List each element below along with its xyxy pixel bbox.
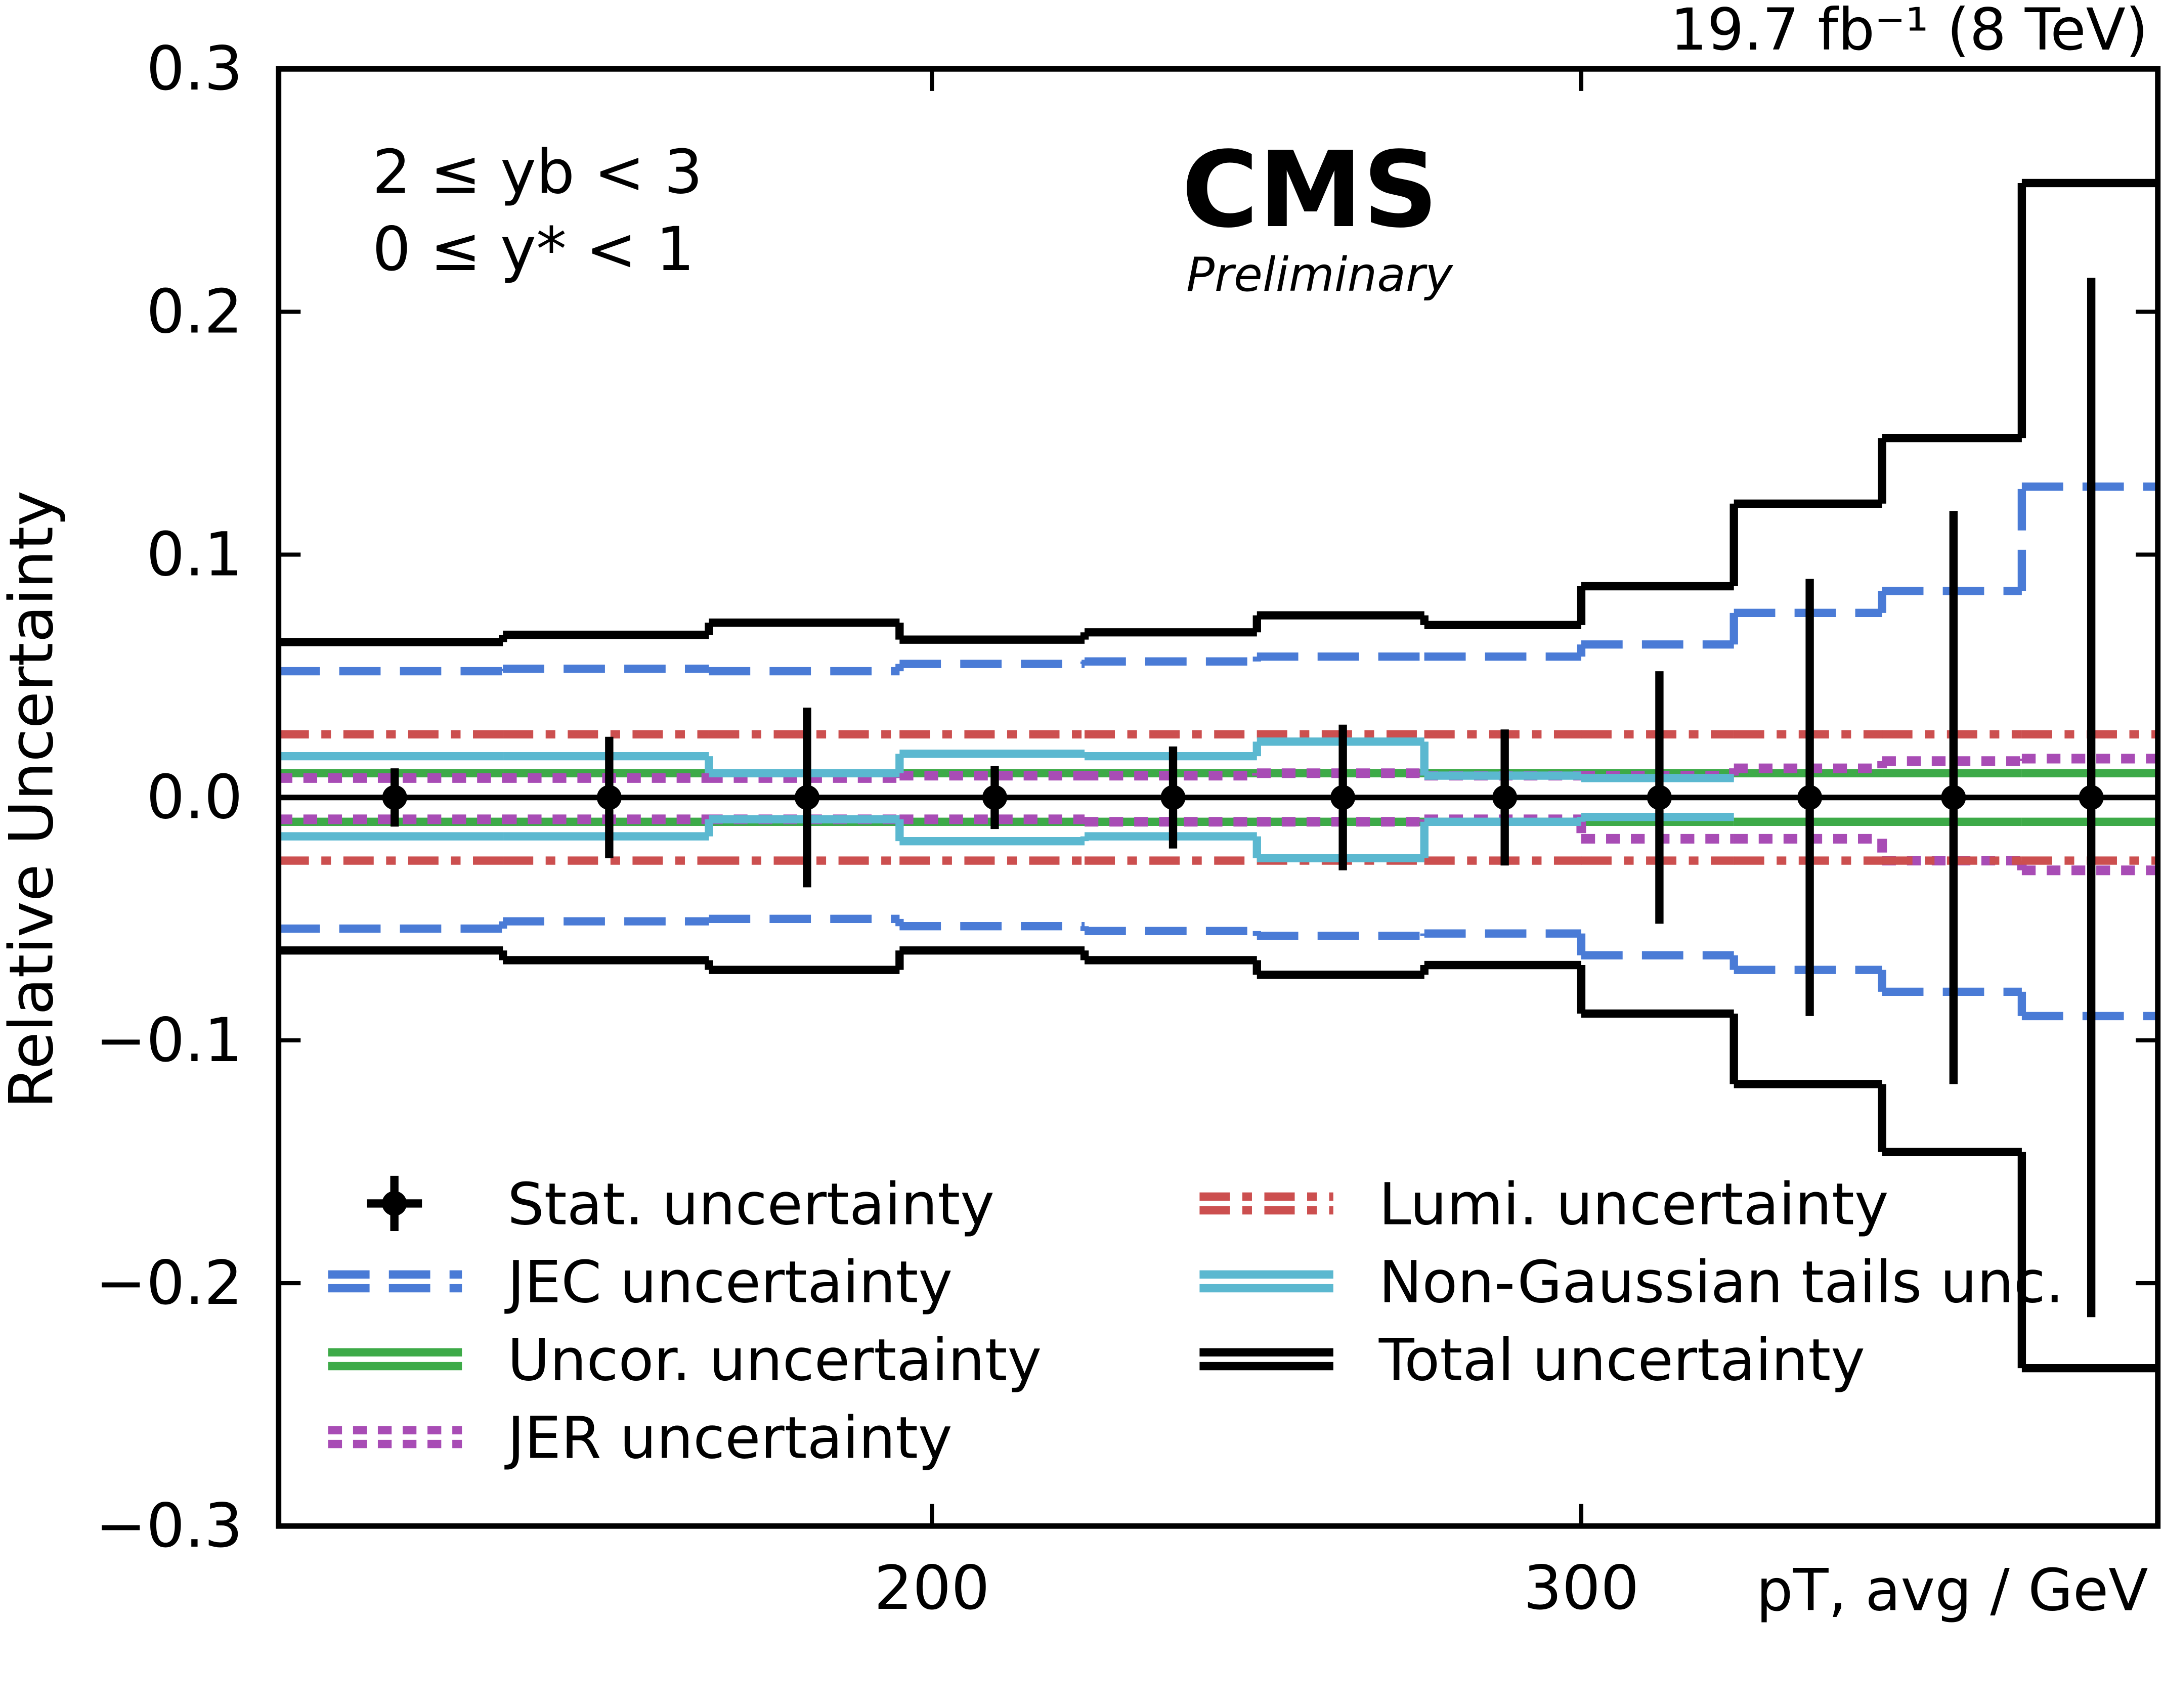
data-point: [1647, 785, 1672, 810]
plot-area: [278, 179, 2158, 1373]
data-point: [1492, 785, 1518, 810]
data-point: [1941, 785, 1966, 810]
data-point: [382, 785, 407, 810]
legend-handle: [382, 1191, 407, 1216]
y-axis-label: Relative Uncertainty: [0, 491, 67, 1109]
data-point: [2079, 785, 2104, 810]
y-tick-label: −0.2: [96, 1248, 243, 1319]
x-tick-label: 200: [874, 1553, 990, 1624]
logo: CMS: [1182, 129, 1438, 251]
y-tick-label: −0.1: [96, 1005, 243, 1076]
y-tick-label: −0.3: [96, 1491, 243, 1561]
annotation: 2 ≤ yb < 3: [372, 138, 703, 208]
data-point: [1160, 785, 1186, 810]
legend-label: Non-Gaussian tails unc.: [1379, 1248, 2064, 1316]
logo-subtitle: Preliminary: [1186, 247, 1453, 302]
y-tick-label: 0.0: [146, 763, 243, 833]
data-point: [794, 785, 820, 810]
data-point: [982, 785, 1007, 810]
legend-label: Total uncertainty: [1378, 1326, 1865, 1393]
x-tick-label: 300: [1524, 1553, 1639, 1624]
legend-label: Lumi. uncertainty: [1379, 1170, 1889, 1238]
y-tick-label: 0.2: [146, 277, 243, 347]
data-point: [1330, 785, 1356, 810]
legend-label: Stat. uncertainty: [507, 1170, 994, 1238]
annotation: 0 ≤ y* < 1: [372, 214, 695, 285]
data-point: [596, 785, 622, 810]
x-axis-label: pT, avg / GeV: [1756, 1556, 2148, 1624]
legend-label: JER uncertainty: [504, 1404, 953, 1471]
y-tick-label: 0.1: [146, 519, 243, 590]
y-tick-label: 0.3: [146, 34, 243, 104]
chart-title: 19.7 fb⁻¹ (8 TeV): [1670, 0, 2148, 63]
data-point: [1797, 785, 1823, 810]
legend-label: Uncor. uncertainty: [507, 1326, 1042, 1393]
legend-label: JEC uncertainty: [504, 1248, 953, 1316]
